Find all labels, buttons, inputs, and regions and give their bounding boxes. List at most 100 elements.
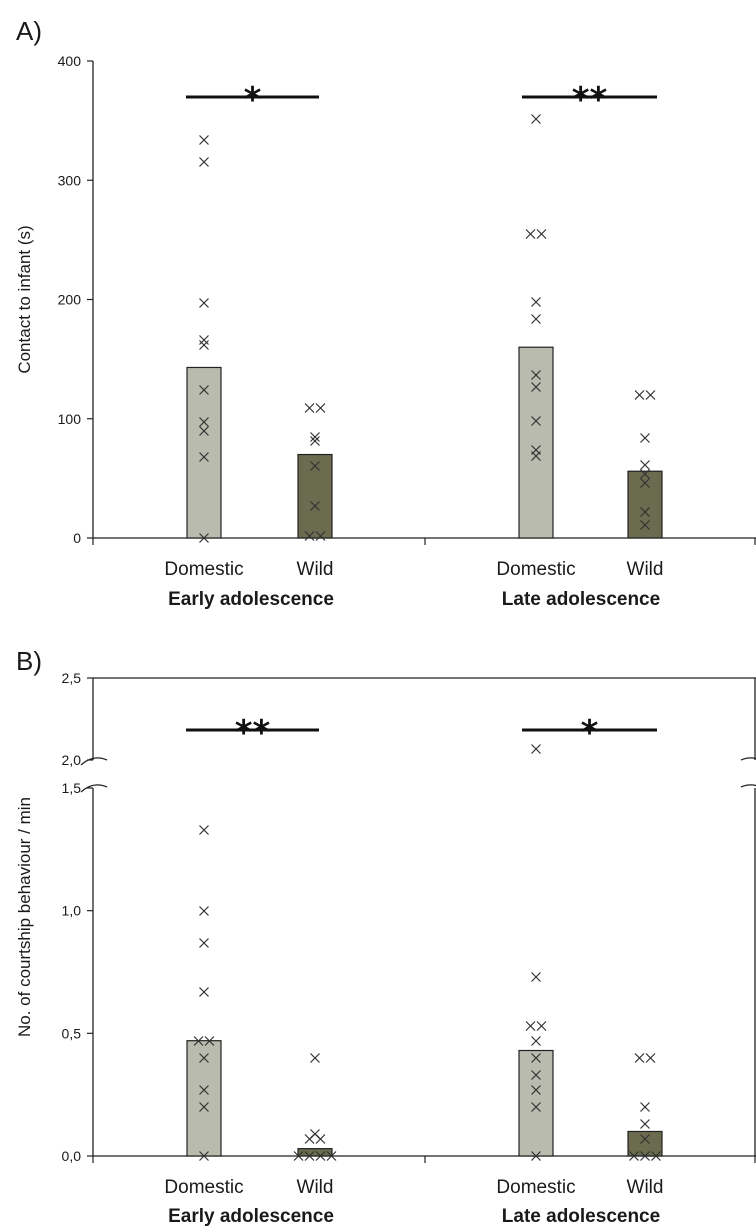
marker-stroke — [531, 1036, 541, 1046]
panel-label: B) — [16, 646, 42, 676]
data-point-marker — [199, 533, 209, 543]
data-point-marker — [315, 531, 326, 541]
marker-stroke — [640, 520, 650, 530]
data-point-marker — [199, 157, 209, 167]
marker-stroke — [199, 1085, 209, 1095]
data-point-marker — [645, 390, 656, 400]
bar-wild — [297, 1148, 333, 1157]
marker-stroke — [315, 1151, 326, 1161]
marker-stroke — [199, 335, 209, 345]
marker-stroke — [536, 229, 547, 239]
marker-stroke — [310, 1053, 320, 1063]
y-tick-label: 200 — [58, 292, 82, 308]
bar-domestic — [518, 1049, 554, 1157]
marker-stroke — [645, 1053, 656, 1063]
bar-domestic — [186, 366, 222, 539]
marker-stroke — [315, 1134, 326, 1144]
marker-stroke — [199, 938, 209, 948]
group-label: Late adolescence — [502, 1206, 660, 1227]
marker-stroke — [304, 403, 315, 413]
marker-stroke — [199, 1053, 209, 1063]
data-point-marker — [199, 906, 209, 916]
y-tick-label: 2,0 — [62, 752, 82, 768]
significance-marker: * — [581, 713, 599, 753]
data-point-marker — [199, 426, 209, 436]
data-point-marker — [304, 1151, 315, 1161]
marker-stroke — [199, 1151, 209, 1161]
category-label: Domestic — [164, 559, 243, 580]
data-point-marker — [531, 314, 541, 324]
data-point-marker — [199, 340, 209, 350]
data-point-marker — [531, 1085, 541, 1095]
bar-wild — [297, 453, 333, 539]
data-point-marker — [310, 432, 320, 442]
data-point-marker — [634, 390, 645, 400]
y-tick-label: 0,0 — [62, 1148, 82, 1164]
data-point-marker — [531, 416, 541, 426]
data-point-marker — [310, 436, 320, 446]
data-point-marker — [199, 987, 209, 997]
data-point-marker — [531, 972, 541, 982]
marker-stroke — [531, 972, 541, 982]
marker-stroke — [199, 1102, 209, 1112]
marker-stroke — [531, 744, 541, 754]
data-point-marker — [199, 452, 209, 462]
axis-break-mark — [740, 757, 756, 761]
marker-stroke — [204, 1036, 215, 1046]
data-point-marker — [525, 229, 536, 239]
marker-stroke — [531, 370, 541, 380]
y-tick-label: 1,5 — [62, 780, 82, 796]
data-point-marker — [293, 1151, 304, 1161]
data-point-marker — [629, 1151, 639, 1161]
data-point-marker — [536, 229, 547, 239]
marker-stroke — [640, 469, 650, 479]
data-point-marker — [531, 1102, 541, 1112]
data-point-marker — [315, 1134, 326, 1144]
data-point-marker — [310, 501, 320, 511]
data-point-marker — [531, 382, 541, 392]
data-point-marker — [531, 1070, 541, 1080]
marker-stroke — [531, 382, 541, 392]
data-point-marker — [640, 1134, 650, 1144]
marker-stroke — [531, 451, 541, 461]
significance-marker: * — [244, 80, 262, 120]
category-label: Domestic — [496, 559, 575, 580]
data-point-marker — [640, 507, 650, 517]
marker-stroke — [640, 460, 650, 470]
group-label: Early adolescence — [168, 589, 334, 610]
marker-stroke — [304, 1134, 315, 1144]
marker-stroke — [531, 1102, 541, 1112]
data-point-marker — [640, 520, 650, 530]
y-tick-label: 2,5 — [62, 670, 82, 686]
data-point-marker — [315, 403, 326, 413]
data-point-marker — [199, 938, 209, 948]
data-point-marker — [531, 1036, 541, 1046]
data-point-marker — [199, 335, 209, 345]
data-point-marker — [640, 1119, 650, 1129]
marker-stroke — [531, 1085, 541, 1095]
data-point-marker — [199, 385, 209, 395]
data-point-marker — [304, 1134, 315, 1144]
marker-stroke — [199, 987, 209, 997]
marker-stroke — [199, 825, 209, 835]
marker-stroke — [199, 426, 209, 436]
category-label: Wild — [627, 1177, 664, 1198]
marker-stroke — [640, 1151, 650, 1161]
bar-wild — [627, 1130, 663, 1157]
category-label: Wild — [297, 559, 334, 580]
marker-stroke — [640, 433, 650, 443]
data-point-marker — [199, 1053, 209, 1063]
axis-break-mark — [740, 784, 756, 788]
marker-stroke — [310, 436, 320, 446]
marker-stroke — [645, 390, 656, 400]
data-point-marker — [315, 1151, 326, 1161]
marker-stroke — [199, 533, 209, 543]
y-tick-label: 0 — [73, 530, 81, 546]
data-point-marker — [531, 1053, 541, 1063]
marker-stroke — [531, 416, 541, 426]
data-point-marker — [525, 1021, 536, 1031]
data-point-marker — [531, 114, 541, 124]
data-point-marker — [304, 531, 315, 541]
data-point-marker — [531, 1151, 541, 1161]
marker-stroke — [531, 1053, 541, 1063]
